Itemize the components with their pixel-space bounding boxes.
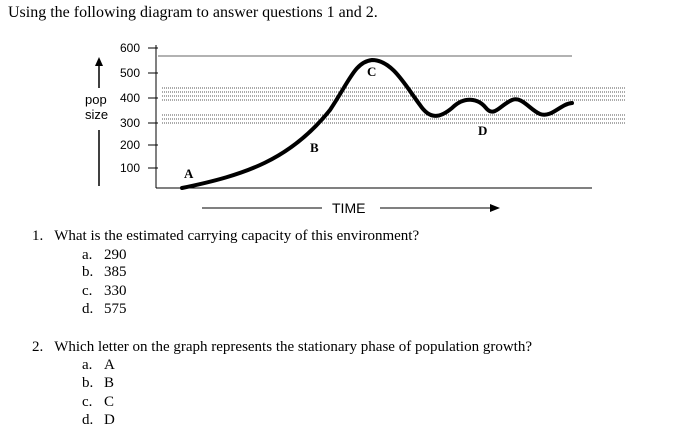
question-2-option-c: c. C bbox=[82, 394, 114, 411]
question-2-text: Which letter on the graph represents the… bbox=[54, 339, 533, 355]
option-text: 385 bbox=[104, 264, 127, 280]
option-letter: c. bbox=[82, 283, 93, 299]
instructions-text: Using the following diagram to answer qu… bbox=[8, 4, 378, 21]
question-2-option-d: d. D bbox=[82, 412, 115, 429]
option-letter: a. bbox=[82, 247, 93, 263]
y-tick-label-600: 600 bbox=[120, 41, 140, 55]
y-tick-label-400: 400 bbox=[120, 91, 140, 105]
question-1: 1. What is the estimated carrying capaci… bbox=[32, 228, 419, 245]
question-2-option-a: a. A bbox=[82, 357, 115, 374]
question-1-option-b: b. 385 bbox=[82, 264, 127, 281]
time-arrowhead bbox=[490, 204, 500, 212]
option-letter: a. bbox=[82, 357, 93, 373]
question-2-number: 2. bbox=[32, 339, 44, 355]
question-1-text: What is the estimated carrying capacity … bbox=[54, 228, 420, 244]
option-text: B bbox=[104, 375, 115, 391]
point-label-b: B bbox=[310, 140, 319, 155]
option-text: 290 bbox=[104, 247, 127, 263]
x-axis-label-time: TIME bbox=[332, 200, 365, 216]
option-letter: d. bbox=[82, 412, 94, 428]
y-label-size: size bbox=[85, 107, 108, 122]
option-text: C bbox=[104, 394, 115, 410]
y-label-pop: pop bbox=[85, 92, 107, 107]
option-text: 330 bbox=[104, 283, 127, 299]
question-2: 2. Which letter on the graph represents … bbox=[32, 339, 532, 356]
option-letter: b. bbox=[82, 375, 94, 391]
y-tick-label-500: 500 bbox=[120, 66, 140, 80]
option-letter: d. bbox=[82, 301, 94, 317]
option-letter: c. bbox=[82, 394, 93, 410]
question-1-option-d: d. 575 bbox=[82, 301, 127, 318]
question-1-option-c: c. 330 bbox=[82, 283, 127, 300]
point-label-c: C bbox=[367, 64, 376, 79]
option-letter: b. bbox=[82, 264, 94, 280]
population-growth-diagram: 600 500 400 300 200 100 pop size A B C D… bbox=[85, 41, 626, 216]
option-text: A bbox=[104, 357, 115, 373]
y-tick-label-300: 300 bbox=[120, 116, 140, 130]
option-text: 575 bbox=[104, 301, 127, 317]
question-1-option-a: a. 290 bbox=[82, 247, 127, 264]
option-text: D bbox=[104, 412, 115, 428]
y-label-arrowhead bbox=[95, 57, 103, 66]
population-curve bbox=[180, 58, 574, 190]
y-tick-label-100: 100 bbox=[120, 161, 140, 175]
question-1-number: 1. bbox=[32, 228, 44, 244]
y-tick-label-200: 200 bbox=[120, 138, 140, 152]
point-label-a: A bbox=[184, 166, 194, 181]
point-label-d: D bbox=[478, 123, 487, 138]
question-2-option-b: b. B bbox=[82, 375, 114, 392]
